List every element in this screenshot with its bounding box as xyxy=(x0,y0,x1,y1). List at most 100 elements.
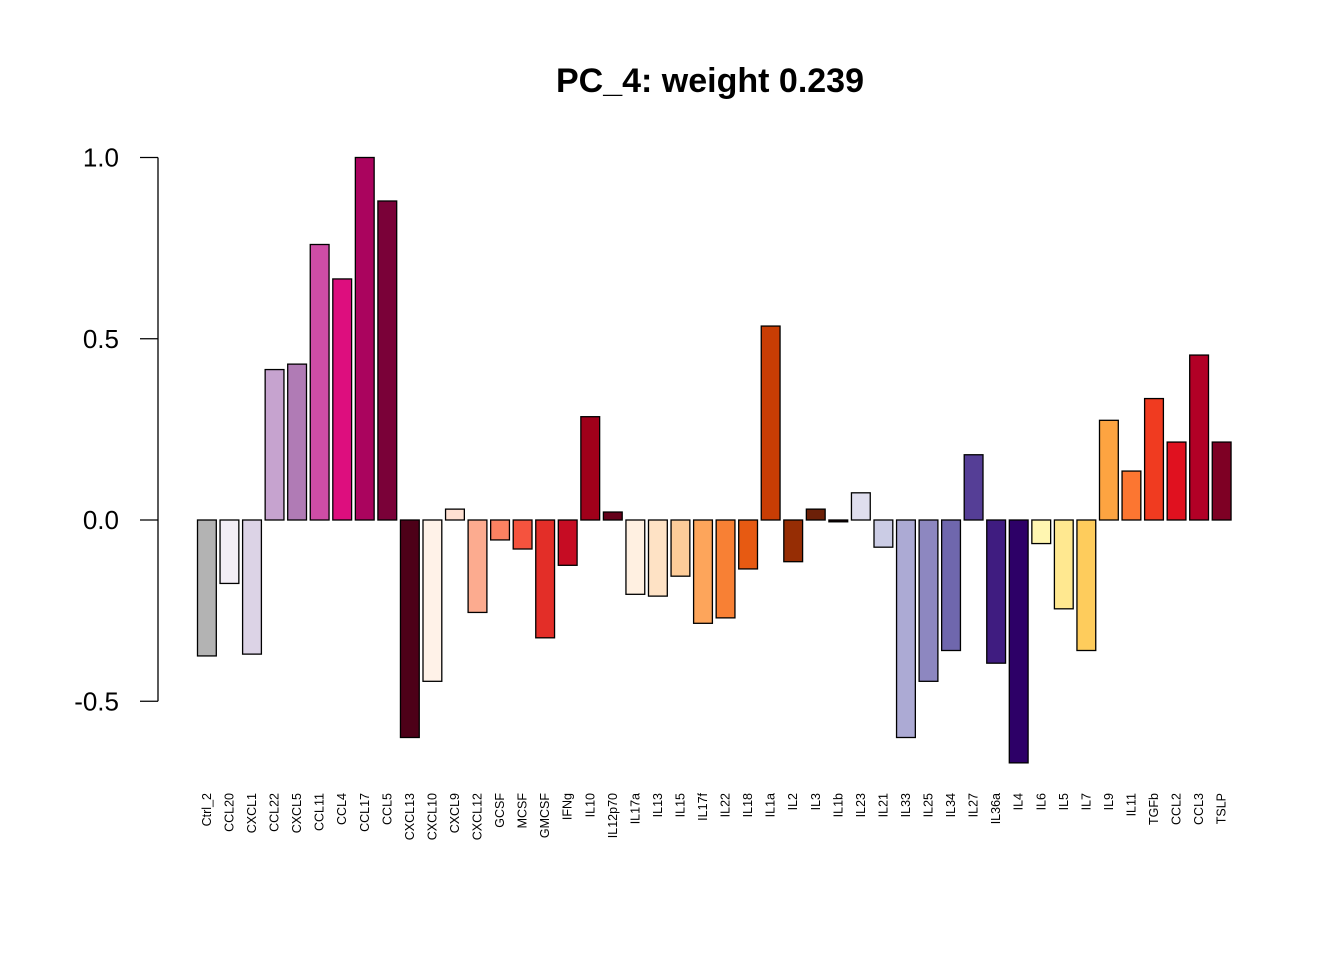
x-tick-label: IL1b xyxy=(831,793,845,817)
y-tick-label: 0.0 xyxy=(83,505,119,535)
bar-gcsf xyxy=(489,519,511,541)
x-tick-label: IL17f xyxy=(696,792,710,820)
x-tick-label: CXCL1 xyxy=(245,793,259,833)
bar-il6 xyxy=(1031,519,1052,545)
x-tick-label: IL22 xyxy=(719,793,733,817)
bar-cxcl12 xyxy=(467,519,488,614)
x-tick-label: IL6 xyxy=(1034,793,1048,810)
bar-il7 xyxy=(1076,519,1097,652)
x-tick-label: IL13 xyxy=(651,793,665,817)
bar-il1a xyxy=(760,325,781,521)
bar-tslp xyxy=(1211,441,1232,521)
x-axis-labels: Ctrl_2 CCL20 CXCL1 CCL22 CXCL5 CCL11 CCL4 CCL17… xyxy=(200,792,1229,840)
bars xyxy=(196,156,1232,764)
x-tick-label: CCL4 xyxy=(335,793,349,825)
x-tick-label: IL34 xyxy=(944,793,958,817)
x-tick-label: CCL5 xyxy=(380,793,394,825)
x-tick-label: CXCL5 xyxy=(290,793,304,833)
bar-il21 xyxy=(873,519,894,548)
x-tick-label: IL1a xyxy=(764,793,778,817)
bar-ccl17 xyxy=(354,156,375,521)
bar-il3 xyxy=(805,508,826,521)
x-tick-label: CXCL13 xyxy=(403,793,417,840)
x-tick-label: IL2 xyxy=(786,793,800,810)
x-tick-label: IL9 xyxy=(1102,793,1116,810)
bar-il5 xyxy=(1053,519,1074,610)
bar-il4 xyxy=(1008,519,1029,764)
bar-ccl5 xyxy=(377,200,398,521)
y-tick-label: 1.0 xyxy=(83,143,119,173)
bar-gmcsf xyxy=(535,519,556,639)
x-tick-label: IL18 xyxy=(741,793,755,817)
x-tick-label: IL15 xyxy=(673,793,687,817)
x-tick-label: MCSF xyxy=(516,793,530,829)
bar-il10 xyxy=(580,416,601,521)
bar-mcsf xyxy=(512,519,533,550)
x-tick-label: IL21 xyxy=(876,793,890,817)
bar-il2 xyxy=(783,519,804,563)
x-tick-label: IL10 xyxy=(583,793,597,817)
bar-tgfb xyxy=(1143,397,1165,521)
y-axis: -0.5 0.0 0.5 1.0 xyxy=(74,143,159,716)
bar-il15 xyxy=(670,519,691,577)
bar-cxcl13 xyxy=(399,519,420,739)
x-tick-label: GMCSF xyxy=(538,793,552,839)
x-tick-label: CXCL10 xyxy=(425,793,439,840)
bar-il17f xyxy=(692,519,714,624)
bar-il18 xyxy=(738,519,759,570)
x-tick-label: IL27 xyxy=(967,793,981,817)
bar-il23 xyxy=(850,492,871,521)
bar-cxcl5 xyxy=(287,363,308,521)
bar-cxcl10 xyxy=(422,519,443,682)
bar-ccl22 xyxy=(264,368,285,521)
x-tick-label: Ctrl_2 xyxy=(200,793,214,826)
x-tick-label: IL23 xyxy=(854,793,868,817)
bar-ccl2 xyxy=(1166,441,1187,521)
x-tick-label: TSLP xyxy=(1215,793,1229,824)
bar-il12p70 xyxy=(602,511,623,521)
bar-ccl3 xyxy=(1189,354,1210,521)
x-tick-label: IFNg xyxy=(561,793,575,820)
x-tick-label: CCL2 xyxy=(1170,793,1184,825)
x-tick-label: CCL17 xyxy=(358,793,372,832)
x-tick-label: CCL11 xyxy=(313,793,327,831)
bar-cxcl1 xyxy=(241,519,263,655)
bar-il22 xyxy=(715,519,736,619)
bar-il27 xyxy=(963,454,984,521)
bar-il34 xyxy=(941,519,962,652)
bar-il36a xyxy=(986,519,1007,664)
x-tick-label: IL5 xyxy=(1057,793,1071,810)
x-tick-label: CXCL9 xyxy=(448,793,462,833)
y-tick-label: -0.5 xyxy=(74,686,119,716)
y-tick-label: 0.5 xyxy=(83,324,119,354)
x-tick-label: IL3 xyxy=(809,793,823,810)
x-tick-label: IL36a xyxy=(989,793,1003,824)
bar-il33 xyxy=(895,519,916,739)
chart-title: PC_4: weight 0.239 xyxy=(556,62,864,100)
bar-ifng xyxy=(557,519,578,566)
bar-ccl4 xyxy=(332,278,353,521)
bar-il9 xyxy=(1098,419,1119,521)
x-tick-label: IL4 xyxy=(1012,793,1026,810)
x-tick-label: GCSF xyxy=(493,793,507,828)
x-tick-label: IL17a xyxy=(628,793,642,824)
x-tick-label: CCL20 xyxy=(222,793,236,832)
bar-ccl20 xyxy=(219,519,240,585)
bar-ccl11 xyxy=(309,243,330,521)
bar-il1b xyxy=(828,519,849,523)
x-tick-label: IL12p70 xyxy=(606,793,620,838)
bar-il13 xyxy=(647,519,668,597)
x-tick-label: CXCL12 xyxy=(471,793,485,840)
bar-cxcl9 xyxy=(444,508,465,521)
x-tick-label: TGFb xyxy=(1147,793,1161,825)
bar-ctrl_2 xyxy=(196,519,217,657)
x-tick-label: CCL3 xyxy=(1192,793,1206,825)
bar-il11 xyxy=(1121,470,1142,521)
x-tick-label: IL33 xyxy=(899,793,913,817)
x-tick-label: IL11 xyxy=(1124,793,1138,816)
x-tick-label: CCL22 xyxy=(268,793,282,832)
x-tick-label: IL25 xyxy=(922,793,936,817)
x-tick-label: IL7 xyxy=(1079,793,1093,810)
bar-il17a xyxy=(625,519,646,595)
